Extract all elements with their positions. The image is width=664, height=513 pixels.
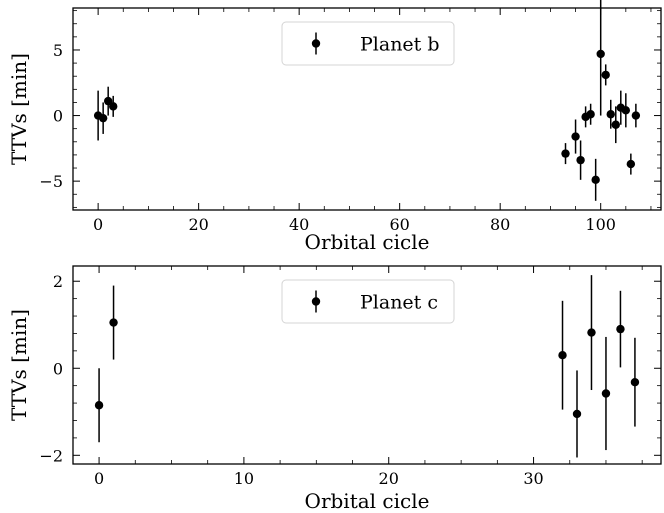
x-tick-label: 0	[93, 215, 103, 234]
legend-label: Planet c	[360, 292, 438, 314]
chart-panel-bottom: 0 10 20 30 −2 0 2 Orbital cicle TTVs [min] Planet…	[7, 265, 662, 513]
data-point	[621, 106, 631, 115]
data-point	[631, 111, 641, 120]
data-point	[591, 175, 600, 185]
data-point	[587, 328, 596, 337]
data-point	[558, 351, 567, 360]
x-tick-label: 20	[188, 215, 208, 234]
data-point	[576, 155, 585, 165]
data-point	[572, 409, 582, 419]
y-tick-label: 2	[53, 272, 63, 291]
legend-marker	[311, 297, 321, 306]
data-point	[601, 389, 611, 398]
axes-frame	[72, 265, 662, 465]
data-point	[109, 318, 118, 327]
x-axis-label: Orbital cicle	[305, 230, 430, 254]
x-tick-label: 80	[490, 215, 510, 234]
data-point	[98, 113, 108, 123]
data-point	[630, 377, 640, 387]
data-point	[109, 102, 118, 111]
data-point	[94, 401, 104, 410]
data-point	[611, 120, 620, 129]
y-tick-label: −2	[39, 446, 63, 465]
legend-marker	[311, 39, 321, 48]
y-tick-label: 0	[53, 107, 63, 126]
data-point	[626, 159, 636, 169]
legend-box	[281, 21, 455, 66]
chart-panel-top: 0 20 40 60 80 100 −5 0 5 Orbital cicle TTVs [min] P…	[7, 0, 662, 254]
y-tick-label: 0	[53, 359, 63, 378]
x-tick-label: 40	[289, 215, 309, 234]
data-point	[561, 149, 570, 158]
data-point	[586, 110, 595, 119]
y-tick-label: −5	[39, 172, 63, 191]
data-point	[596, 49, 605, 59]
data-point	[103, 96, 113, 106]
y-axis-label: TTVs [min]	[7, 309, 31, 421]
data-point	[616, 324, 625, 334]
axes-frame	[72, 7, 662, 211]
x-tick-label: 60	[389, 215, 409, 234]
y-tick-label: 5	[53, 41, 63, 60]
legend-label: Planet b	[360, 34, 440, 56]
data-point	[571, 132, 580, 141]
data-point	[601, 70, 610, 80]
y-axis-label: TTVs [min]	[7, 53, 31, 165]
x-tick-label: 0	[94, 469, 104, 488]
x-tick-label: 30	[523, 469, 543, 488]
x-tick-label: 10	[234, 469, 254, 488]
x-axis-label: Orbital cicle	[305, 489, 430, 513]
x-tick-label: 20	[379, 469, 399, 488]
data-point	[606, 110, 615, 119]
legend-box	[281, 279, 455, 324]
x-tick-label: 100	[585, 215, 616, 234]
